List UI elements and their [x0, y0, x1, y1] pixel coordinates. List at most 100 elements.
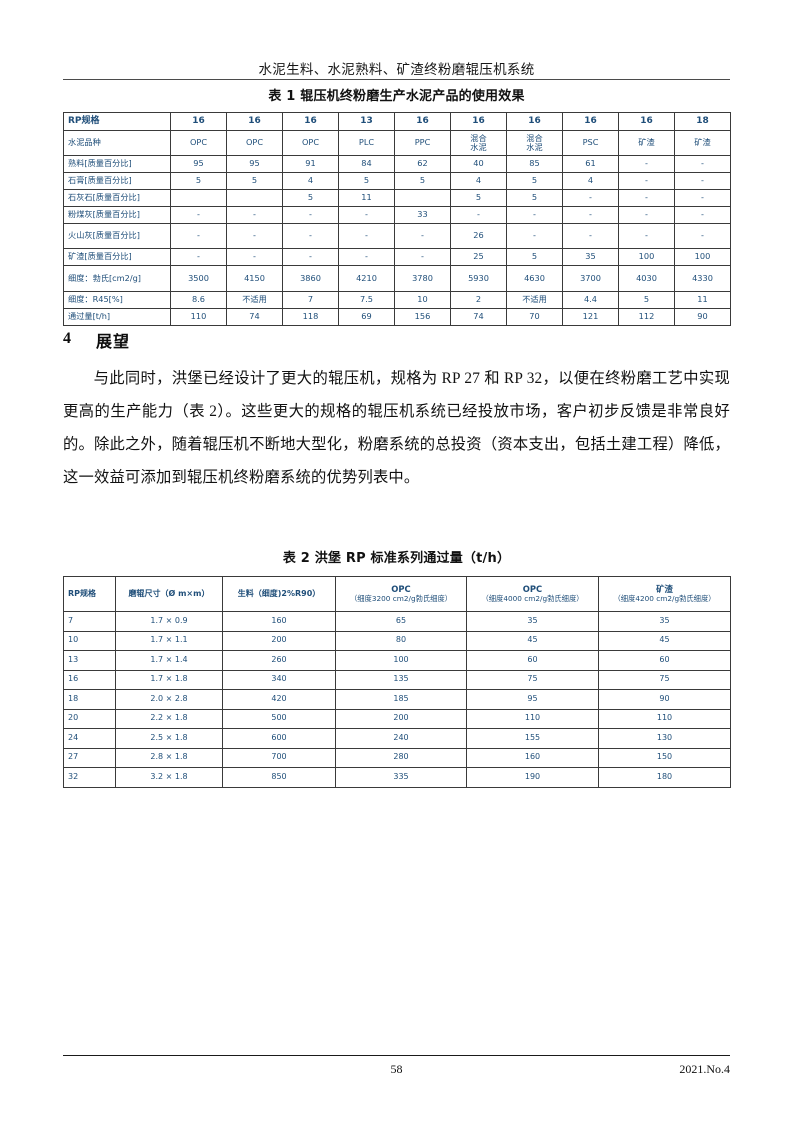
table-cell: 100	[674, 248, 731, 266]
table-cell: 8.6	[170, 291, 227, 309]
row-label: RP规格	[63, 112, 171, 131]
table-cell: 135	[335, 669, 467, 690]
table2-caption: 表 2 洪堡 RP 标准系列通过量（t/h）	[282, 551, 511, 566]
table-row: 细度：R45[%] 8.6 不适用 7 7.5 10 2 不适用 4.4 5 11	[63, 291, 731, 309]
column-header-sub: （细度3200 cm2/g勃氏细度）	[349, 594, 453, 604]
table-cell: 90	[674, 308, 731, 326]
row-label: 石灰石[质量百分比]	[63, 189, 171, 207]
row-label: 32	[63, 767, 116, 788]
table-cell: 600	[222, 728, 336, 749]
table-cell: 1.7 × 1.1	[115, 630, 223, 651]
row-label: 20	[63, 708, 116, 729]
table-cell: -	[226, 206, 283, 224]
table-cell: 25	[450, 248, 507, 266]
table-cell: -	[394, 248, 451, 266]
table-cell: PPC	[394, 130, 451, 156]
column-header-sub: （细度4000 cm2/g勃氏细度）	[481, 594, 584, 604]
table-cell: 7	[282, 291, 339, 309]
table-cell: PLC	[338, 130, 395, 156]
table-cell: 200	[222, 630, 336, 651]
table-cell: 700	[222, 747, 336, 768]
table-row: 石膏[质量百分比] 5 5 4 5 5 4 5 4- -	[63, 172, 731, 190]
table-cell: 4030	[618, 265, 675, 292]
table-cell: 185	[335, 689, 467, 710]
column-header: OPC （细度3200 cm2/g勃氏细度）	[335, 576, 467, 612]
table-cell: 150	[598, 747, 731, 768]
table-cell: 65	[335, 611, 467, 632]
table-cell	[394, 189, 451, 207]
table-cell: 4210	[338, 265, 395, 292]
table-row: 18 2.0 × 2.8 420 185 95 90	[63, 689, 731, 710]
table-cell: -	[282, 223, 339, 249]
column-header-sub: （细度4200 cm2/g勃氏细度）	[613, 594, 716, 604]
table-cell: 混合 水泥	[450, 130, 507, 156]
table-cell: -	[338, 206, 395, 224]
column-header-main: 矿渣	[656, 583, 673, 594]
table-2-rp-series-throughput: RP规格 磨辊尺寸（Ø m×m） 生料（细度)2%R90） OPC （细度3200 cm…	[63, 576, 731, 788]
table-row: 通过量[t/h] 110 74 118 69 156 74 70 121 112 90	[63, 308, 731, 326]
header-rule	[63, 79, 730, 80]
section-paragraph: 与此同时，洪堡已经设计了更大的辊压机，规格为 RP 27 和 RP 32，以便在…	[63, 370, 730, 486]
table-cell: 13	[338, 112, 395, 131]
table-cell: 3860	[282, 265, 339, 292]
table-cell	[170, 189, 227, 207]
table-cell: 4630	[506, 265, 563, 292]
table-cell: 混合 水泥	[506, 130, 563, 156]
table-cell: -	[674, 206, 731, 224]
table-cell: 340	[222, 669, 336, 690]
table-cell: 3780	[394, 265, 451, 292]
table-cell: 33	[394, 206, 451, 224]
table-row: 水泥品种 OPC OPC OPC PLC PPC 混合 水泥 混合 水泥 PSC 矿渣 矿渣	[63, 130, 731, 156]
row-label: 水泥品种	[63, 130, 171, 156]
row-label: 27	[63, 747, 116, 768]
table-cell: -	[394, 223, 451, 249]
table-cell: -	[562, 223, 619, 249]
table-cell: 2.8 × 1.8	[115, 747, 223, 768]
table-cell: 95	[466, 689, 599, 710]
table-cell: 5	[282, 189, 339, 207]
table-cell: 35	[598, 611, 731, 632]
table-cell: 95	[170, 155, 227, 173]
table-cell: -	[562, 206, 619, 224]
table-cell: 121	[562, 308, 619, 326]
table-cell: -	[674, 155, 731, 173]
table-cell: 矿渣	[674, 130, 731, 156]
table-cell: 45	[466, 630, 599, 651]
table-cell: -	[506, 223, 563, 249]
table-row: 粉煤灰[质量百分比] - - - -33- - - - -	[63, 206, 731, 224]
table-cell: 130	[598, 728, 731, 749]
table-cell: 75	[598, 669, 731, 690]
table-cell: -	[170, 206, 227, 224]
table-cell: 420	[222, 689, 336, 710]
table-cell: 160	[222, 611, 336, 632]
table-cell: 100	[618, 248, 675, 266]
table-row: 10 1.7 × 1.1 200 80 45 45	[63, 630, 731, 651]
column-header: 磨辊尺寸（Ø m×m）	[115, 576, 223, 612]
table-cell: 5930	[450, 265, 507, 292]
table-cell: 85	[506, 155, 563, 173]
table-cell: 850	[222, 767, 336, 788]
table-cell: OPC	[282, 130, 339, 156]
table-cell: 118	[282, 308, 339, 326]
table-cell: 2.5 × 1.8	[115, 728, 223, 749]
table-cell: 5	[338, 172, 395, 190]
column-header: 生料（细度)2%R90）	[222, 576, 336, 612]
table-cell	[226, 189, 283, 207]
column-header-main: OPC	[391, 583, 411, 594]
running-header: 水泥生料、水泥熟料、矿渣终粉磨辊压机系统	[258, 62, 535, 77]
table-cell: -	[618, 206, 675, 224]
table-row: 矿渣[质量百分比] - - - - -25 5 35 100 100	[63, 248, 731, 266]
table-cell: 16	[282, 112, 339, 131]
table-cell: 4	[450, 172, 507, 190]
table-cell: -	[338, 248, 395, 266]
table-cell: 5	[170, 172, 227, 190]
table-cell: -	[562, 189, 619, 207]
table-cell: -	[618, 172, 675, 190]
row-label: 细度：R45[%]	[63, 291, 171, 309]
table-cell: 4.4	[562, 291, 619, 309]
table-cell: OPC	[226, 130, 283, 156]
table-cell: 16	[562, 112, 619, 131]
table-cell: 91	[282, 155, 339, 173]
table-cell: 2.2 × 1.8	[115, 708, 223, 729]
